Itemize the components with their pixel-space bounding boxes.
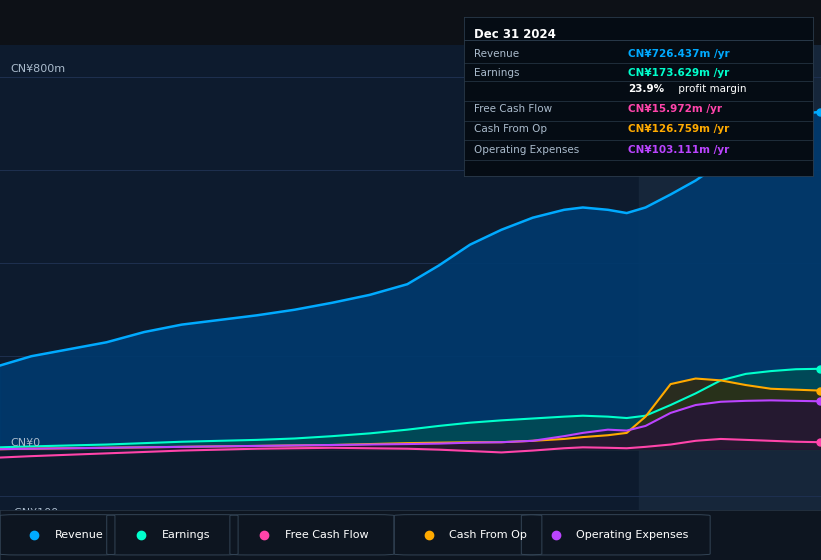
Text: profit margin: profit margin [675,85,746,95]
Text: Dec 31 2024: Dec 31 2024 [475,28,556,41]
Text: Operating Expenses: Operating Expenses [475,145,580,155]
Text: CN¥15.972m /yr: CN¥15.972m /yr [628,104,722,114]
Text: CN¥173.629m /yr: CN¥173.629m /yr [628,68,729,78]
Text: Revenue: Revenue [55,530,103,540]
Text: Cash From Op: Cash From Op [449,530,527,540]
Bar [640,45,821,510]
Text: CN¥103.111m /yr: CN¥103.111m /yr [628,145,729,155]
Text: Revenue: Revenue [475,49,520,58]
Text: Earnings: Earnings [475,68,520,78]
Text: CN¥0: CN¥0 [10,438,40,448]
Text: Operating Expenses: Operating Expenses [576,530,689,540]
Text: Free Cash Flow: Free Cash Flow [285,530,369,540]
Text: CN¥726.437m /yr: CN¥726.437m /yr [628,49,730,58]
Text: CN¥800m: CN¥800m [10,64,65,73]
Text: -CN¥100m: -CN¥100m [10,508,69,518]
Text: Earnings: Earnings [162,530,210,540]
Text: Free Cash Flow: Free Cash Flow [475,104,553,114]
Text: 23.9%: 23.9% [628,85,664,95]
Text: CN¥126.759m /yr: CN¥126.759m /yr [628,124,729,134]
Text: Cash From Op: Cash From Op [475,124,548,134]
